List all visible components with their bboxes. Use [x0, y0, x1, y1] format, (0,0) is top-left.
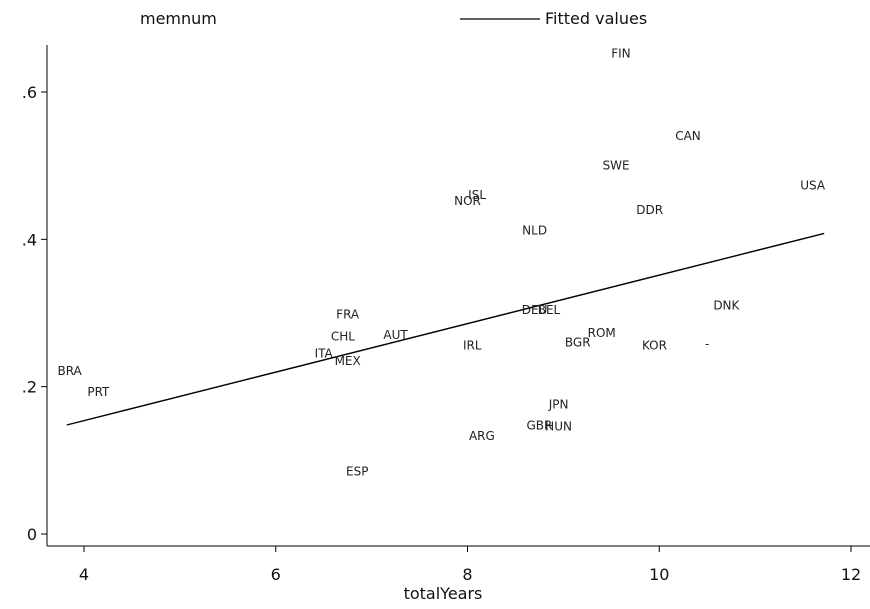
point-label: FIN [611, 47, 630, 61]
x-axis: 4 6 8 10 12 totalYears [47, 545, 870, 603]
y-tick-label: .2 [22, 378, 37, 397]
legend: memnum Fitted values [140, 9, 647, 28]
legend-entry-memnum: memnum [140, 9, 217, 28]
x-tick-label: 8 [462, 565, 472, 584]
point-label: ISL [468, 188, 486, 202]
fitted-values-line [66, 232, 825, 426]
legend-entry-fitted-values: Fitted values [545, 9, 647, 28]
x-tick-label: 10 [649, 565, 669, 584]
point-label: BGR [565, 335, 591, 349]
y-tick-label: 0 [27, 525, 37, 544]
point-label: HUN [545, 419, 572, 433]
y-axis: 0 .2 .4 .6 [22, 45, 48, 546]
fitted-line-layer [66, 232, 825, 426]
point-label: JPN [548, 397, 569, 411]
x-tick-label: 6 [271, 565, 281, 584]
point-label: NOR [454, 194, 481, 208]
point-label: FRA [336, 307, 360, 321]
y-tick-label: .6 [22, 83, 37, 102]
point-label: DNK [713, 299, 740, 313]
point-label: DEU [522, 303, 548, 317]
point-label: CHL [331, 330, 355, 344]
point-label: ITA [315, 347, 334, 361]
point-label: NLD [522, 223, 547, 237]
point-label: MEX [335, 354, 361, 368]
x-axis-title: totalYears [404, 584, 483, 603]
x-tick-label: 4 [79, 565, 89, 584]
point-label: CAN [675, 129, 701, 143]
point-label: AUT [383, 328, 408, 342]
point-label: ARG [469, 429, 495, 443]
y-tick-label: .4 [22, 230, 37, 249]
point-label: ESP [346, 464, 368, 478]
y-axis-ticks: 0 .2 .4 .6 [22, 83, 47, 544]
x-axis-ticks: 4 6 8 10 12 [79, 546, 861, 584]
point-label: ROM [588, 326, 616, 340]
point-label: BRA [57, 364, 82, 378]
point-label: DDR [636, 203, 663, 217]
point-label: USA [800, 179, 826, 193]
x-tick-label: 12 [841, 565, 861, 584]
point-label: KOR [642, 338, 667, 352]
point-label: IRL [463, 338, 482, 352]
point-label: BEL [538, 303, 561, 317]
point-label: PRT [87, 385, 110, 399]
point-label: - [705, 337, 709, 351]
point-label: GBR [526, 419, 552, 433]
point-label: SWE [603, 159, 630, 173]
